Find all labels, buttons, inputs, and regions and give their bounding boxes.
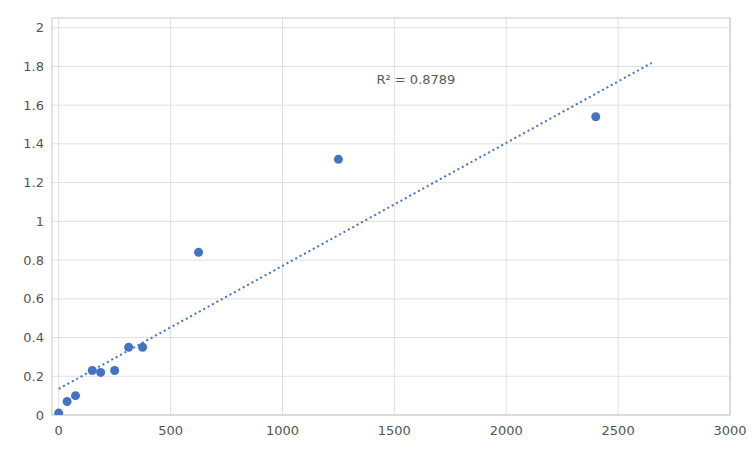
y-grid-line xyxy=(52,105,730,106)
y-grid-line xyxy=(52,221,730,222)
y-tick-label: 1.4 xyxy=(23,136,44,151)
plot-area xyxy=(54,63,651,415)
y-grid-line xyxy=(52,298,730,299)
y-grid-line xyxy=(52,66,730,67)
y-grid-line xyxy=(52,376,730,377)
x-tick-label: 2000 xyxy=(490,423,523,438)
grid xyxy=(52,18,730,415)
x-grid-line xyxy=(282,18,283,415)
x-grid-line xyxy=(506,18,507,415)
y-grid-line xyxy=(52,337,730,338)
x-tick-label: 1000 xyxy=(266,423,299,438)
y-tick-label: 0.4 xyxy=(23,330,44,345)
x-grid-line xyxy=(58,18,59,415)
scatter-point xyxy=(334,155,343,164)
x-tick-label: 1500 xyxy=(378,423,411,438)
scatter-point xyxy=(124,343,133,352)
y-tick-label: 0.8 xyxy=(23,253,44,268)
annotation: R² = 0.8789 xyxy=(376,72,455,87)
y-tick-label: 0 xyxy=(36,408,44,423)
scatter-point xyxy=(96,368,105,377)
scatter-point xyxy=(110,366,119,375)
x-grid-line xyxy=(170,18,171,415)
trend-line xyxy=(59,63,652,389)
y-tick-label: 1.2 xyxy=(23,175,44,190)
x-tick-label: 0 xyxy=(55,423,63,438)
y-grid-line xyxy=(52,27,730,28)
y-grid-line xyxy=(52,143,730,144)
x-grid-line xyxy=(618,18,619,415)
axes: 0 500 1000 1500 2000 2500 3000 0 0.2 0.4 0.6 0.8 1 1.… xyxy=(23,20,746,438)
y-tick-label: 0.6 xyxy=(23,291,44,306)
scatter-point xyxy=(54,409,63,415)
scatter-point xyxy=(591,112,600,121)
chart: 0 500 1000 1500 2000 2500 3000 0 0.2 0.4 0.6 0.8 1 1.… xyxy=(0,0,752,451)
scatter-point xyxy=(88,366,97,375)
y-tick-label: 1.8 xyxy=(23,59,44,74)
y-tick-label: 2 xyxy=(36,20,44,35)
y-grid-line xyxy=(52,182,730,183)
scatter-point xyxy=(194,248,203,257)
x-tick-label: 500 xyxy=(158,423,183,438)
x-tick-label: 2500 xyxy=(602,423,635,438)
scatter-point xyxy=(138,343,147,352)
plot-frame xyxy=(52,18,730,415)
y-grid-line xyxy=(52,260,730,261)
y-tick-label: 1 xyxy=(36,214,44,229)
x-tick-label: 3000 xyxy=(713,423,746,438)
y-tick-label: 0.2 xyxy=(23,369,44,384)
y-tick-label: 1.6 xyxy=(23,98,44,113)
scatter-point xyxy=(71,391,80,400)
scatter-point xyxy=(63,397,72,406)
